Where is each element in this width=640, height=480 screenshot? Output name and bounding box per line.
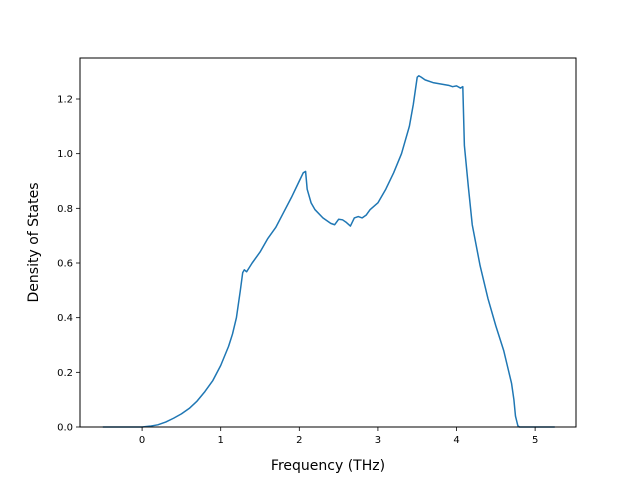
x-axis-ticks: 0 1 2 3 4 5 — [139, 427, 538, 446]
x-tick-label: 5 — [532, 435, 538, 446]
y-tick-label: 0.6 — [57, 259, 73, 270]
y-tick-label: 0.4 — [57, 313, 73, 324]
y-tick-label: 1.2 — [57, 95, 73, 106]
y-tick-label: 0.0 — [57, 423, 73, 434]
x-tick-label: 3 — [375, 435, 381, 446]
x-tick-label: 2 — [296, 435, 302, 446]
y-axis-ticks: 0.0 0.2 0.4 0.6 0.8 1.0 1.2 — [57, 95, 80, 434]
y-axis-label: Density of States — [26, 183, 42, 303]
y-tick-label: 1.0 — [57, 149, 73, 160]
y-tick-label: 0.8 — [57, 204, 73, 215]
y-tick-label: 0.2 — [57, 368, 73, 379]
dos-series-line — [102, 75, 555, 428]
x-tick-label: 4 — [453, 435, 459, 446]
x-tick-label: 0 — [139, 435, 145, 446]
x-tick-label: 1 — [218, 435, 224, 446]
axes-frame — [79, 57, 577, 428]
x-axis-label: Frequency (THz) — [271, 458, 385, 474]
plot-area — [102, 75, 555, 428]
